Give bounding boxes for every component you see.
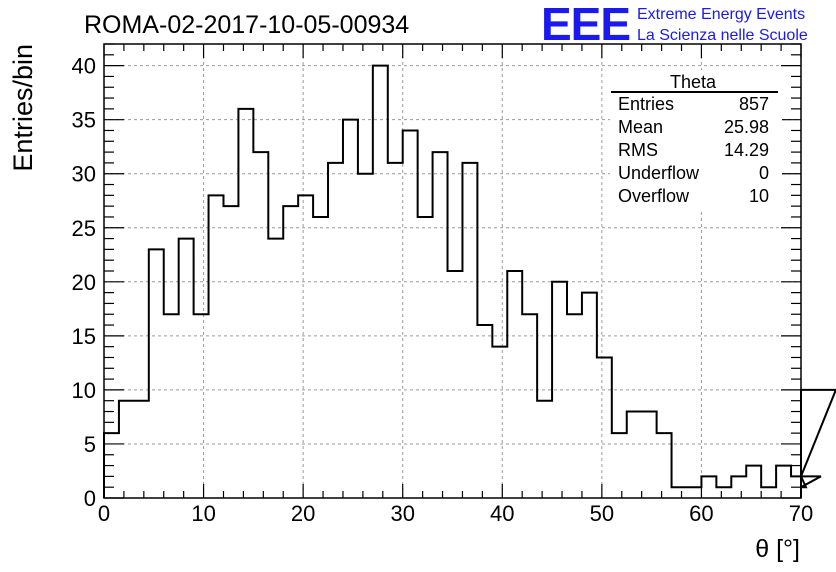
- stats-box-title: Theta: [670, 72, 717, 92]
- x-tick-label: 50: [590, 501, 614, 526]
- y-tick-label: 0: [84, 486, 96, 511]
- y-axis-title: Entries/bin: [8, 44, 38, 172]
- x-tick-label: 30: [390, 501, 414, 526]
- y-tick-label: 35: [72, 108, 96, 133]
- x-tick-label: 0: [98, 501, 110, 526]
- x-tick-label: 70: [789, 501, 813, 526]
- histogram-bin: [701, 476, 716, 498]
- histogram-bin: [164, 314, 179, 498]
- histogram-bin: [522, 314, 537, 498]
- stats-row-label: Underflow: [618, 163, 700, 183]
- chart-title: ROMA-02-2017-10-05-00934: [84, 11, 409, 39]
- stats-row-value: 857: [739, 94, 769, 114]
- y-tick-label: 5: [84, 432, 96, 457]
- histogram-bin: [433, 152, 448, 498]
- histogram-bin: [477, 325, 492, 498]
- x-tick-label: 60: [689, 501, 713, 526]
- stats-row-label: Mean: [618, 117, 663, 137]
- axis-ticks: [103, 43, 802, 499]
- y-tick-label: 30: [72, 162, 96, 187]
- x-tick-labels: 0 10 20 30 40 50 60 70: [98, 501, 813, 526]
- eee-logo-line2: La Scienza nelle Scuole: [637, 27, 808, 44]
- histogram-bin: [582, 293, 597, 498]
- histogram-bin: [194, 314, 209, 498]
- y-tick-label: 10: [72, 378, 96, 403]
- grid-lines: [104, 44, 801, 498]
- histogram-bin: [746, 466, 761, 498]
- histogram-bin: [238, 109, 253, 498]
- histogram-bin: [716, 487, 731, 498]
- y-tick-label: 25: [72, 216, 96, 241]
- histogram-bin: [507, 271, 522, 498]
- stats-row-label: Entries: [618, 94, 674, 114]
- eee-logo-line1: Extreme Energy Events: [637, 6, 805, 23]
- stats-row-value: 25.98: [724, 117, 769, 137]
- x-tick-label: 10: [191, 501, 215, 526]
- histogram-step-line: [103, 64, 836, 498]
- stats-box: Theta Entries 857 Mean 25.98 RMS 14.29 Underfl…: [610, 70, 782, 210]
- stats-row-value: 14.29: [724, 140, 769, 160]
- histogram-bin: [627, 412, 642, 498]
- histogram-bin: [657, 433, 672, 498]
- histogram-bin: [179, 239, 194, 498]
- histogram-bin: [343, 120, 358, 498]
- eee-logo-mark: EEE: [541, 0, 630, 50]
- histogram-bin: [537, 401, 552, 498]
- histogram-bin: [418, 217, 433, 498]
- y-tick-label: 15: [72, 324, 96, 349]
- stats-row-value: 10: [749, 186, 769, 206]
- stats-box-rows: Entries 857 Mean 25.98 RMS 14.29 Underflow 0 Ove…: [618, 94, 769, 206]
- y-tick-label: 40: [72, 54, 96, 79]
- histogram-bin: [686, 487, 701, 498]
- histogram-bin: [612, 433, 627, 498]
- histogram-bin: [448, 271, 463, 498]
- y-tick-labels: 0 5 10 15 20 25 30 35 40: [72, 54, 96, 511]
- histogram-bin: [403, 130, 418, 498]
- stats-box-background: [610, 70, 782, 210]
- histogram-bin: [672, 487, 687, 498]
- eee-logo: EEE Extreme Energy Events La Scienza nel…: [541, 0, 808, 50]
- histogram-bin: [567, 314, 582, 498]
- histogram-bin: [776, 466, 791, 498]
- stats-row-label: RMS: [618, 140, 658, 160]
- histogram-bin: [134, 401, 149, 498]
- x-tick-label: 40: [490, 501, 514, 526]
- histogram-bin: [552, 282, 567, 498]
- stats-row-label: Overflow: [618, 186, 690, 206]
- histogram-bin: [373, 66, 388, 498]
- histogram-bin: [149, 249, 164, 498]
- histogram-bin: [313, 217, 328, 498]
- histogram-bin: [492, 347, 507, 498]
- y-tick-label: 20: [72, 270, 96, 295]
- histogram-bin: [223, 206, 238, 498]
- histogram-bin: [597, 357, 612, 498]
- histogram-bin: [253, 152, 268, 498]
- histogram-bin: [298, 195, 313, 498]
- histogram-bin: [268, 239, 283, 498]
- histogram-bin: [119, 401, 134, 498]
- histogram-bin: [642, 412, 657, 498]
- histogram-bin: [358, 174, 373, 498]
- x-tick-label: 20: [291, 501, 315, 526]
- histogram-bin: [283, 206, 298, 498]
- histogram-bin: [388, 163, 403, 498]
- histogram-bin: [209, 195, 224, 498]
- histogram-bin: [462, 163, 477, 498]
- histogram-bin: [328, 163, 343, 498]
- stats-row-value: 0: [759, 163, 769, 183]
- histogram-bin: [731, 476, 746, 498]
- x-axis-title: θ [°]: [755, 535, 800, 563]
- histogram-bin: [761, 487, 776, 498]
